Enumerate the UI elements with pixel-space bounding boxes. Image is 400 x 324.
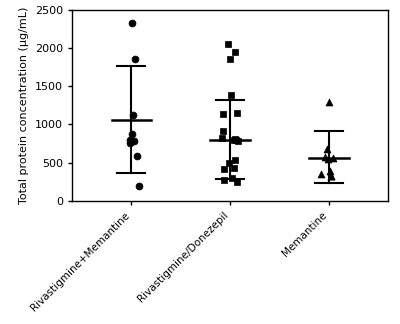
Point — [324, 146, 331, 152]
Point — [233, 137, 239, 142]
Point — [220, 128, 227, 133]
Point — [327, 173, 334, 178]
Point — [232, 49, 238, 54]
Point — [232, 158, 238, 163]
Point — [330, 156, 336, 161]
Point — [322, 155, 328, 160]
Point — [325, 156, 331, 161]
Point — [231, 137, 238, 142]
Point — [234, 110, 240, 116]
Point — [327, 168, 333, 174]
Point — [229, 175, 236, 180]
Y-axis label: Total protein concentration (µg/mL): Total protein concentration (µg/mL) — [19, 6, 29, 204]
Point — [227, 57, 234, 62]
Point — [129, 132, 135, 137]
Point — [127, 138, 133, 143]
Point — [228, 93, 234, 98]
Point — [129, 21, 135, 26]
Point — [234, 179, 240, 184]
Point — [234, 139, 241, 144]
Point — [225, 41, 231, 47]
Point — [328, 173, 334, 178]
Point — [221, 166, 227, 171]
Point — [132, 56, 138, 61]
Point — [318, 171, 324, 177]
Point — [130, 139, 137, 144]
Point — [219, 135, 226, 141]
Point — [134, 153, 141, 158]
Point — [130, 113, 136, 118]
Point — [326, 100, 332, 105]
Point — [221, 178, 228, 183]
Point — [135, 184, 142, 189]
Point — [220, 111, 226, 116]
Point — [232, 136, 238, 142]
Point — [226, 161, 232, 166]
Point — [127, 140, 134, 145]
Point — [231, 166, 238, 171]
